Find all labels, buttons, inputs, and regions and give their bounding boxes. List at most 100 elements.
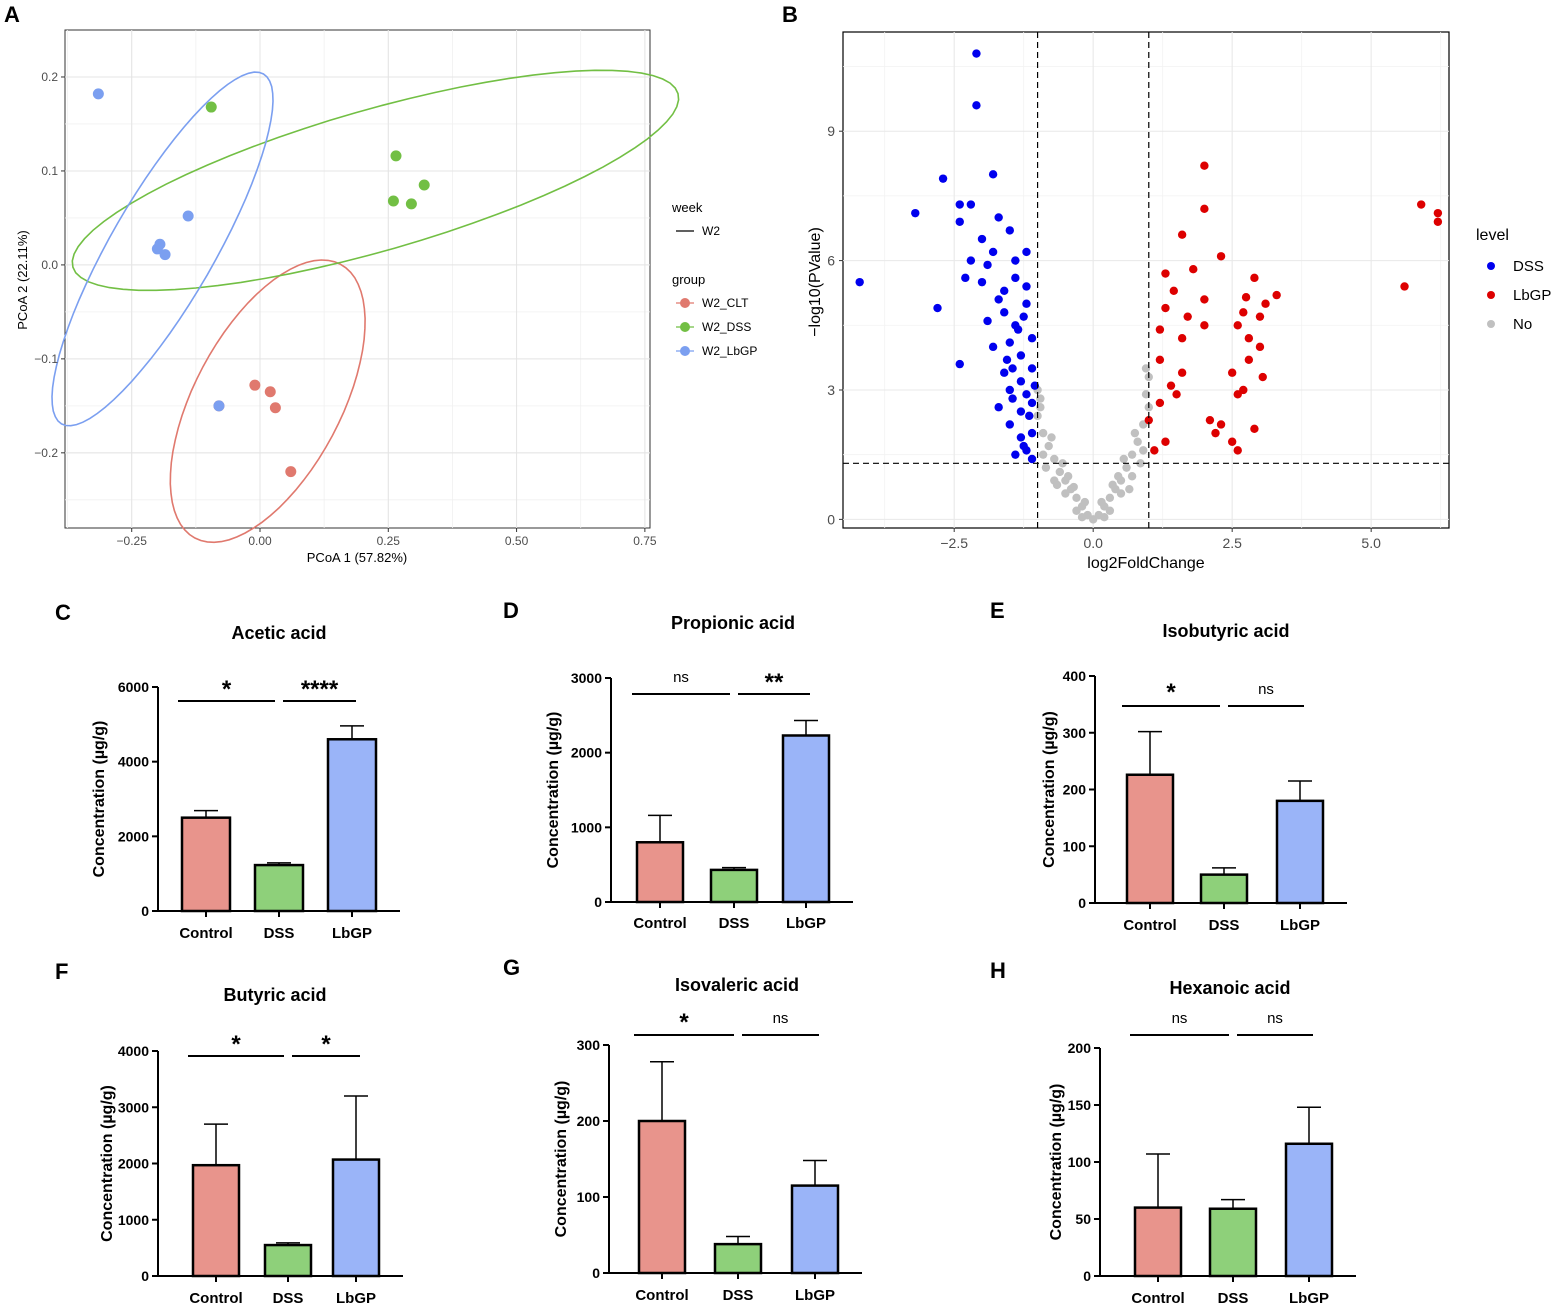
volcano-point-dss xyxy=(988,170,998,179)
bar-control xyxy=(637,1119,687,1275)
volcano-point-no xyxy=(1072,506,1081,515)
legend-group-label: W2_DSS xyxy=(702,320,751,334)
volcano-plot-frame xyxy=(842,31,1450,529)
volcano-point-dss xyxy=(955,217,964,226)
volcano-point-no xyxy=(1105,506,1115,515)
volcano-point-no xyxy=(1052,480,1062,490)
panel-letter-e: E xyxy=(990,598,1005,623)
bar-chart-title: Isobutyric acid xyxy=(1162,621,1289,641)
bar-panel-f: F Butyric acid 0 1000 2000 3000 4000 Concentrat… xyxy=(55,959,403,1307)
pcoa-points xyxy=(92,88,430,478)
volcano-point-dss xyxy=(1011,256,1020,265)
volcano-point-dss xyxy=(1027,334,1037,343)
volcano-point-lbgp xyxy=(1155,325,1165,334)
volcano-point-dss xyxy=(1016,407,1026,416)
volcano-point-dss xyxy=(911,208,920,218)
volcano-y-tick-label: 9 xyxy=(827,123,835,139)
bar-x-tick-label: LbGP xyxy=(1280,917,1320,934)
volcano-point-lbgp xyxy=(1155,398,1165,408)
volcano-thresholds xyxy=(843,32,1449,528)
volcano-point-lbgp xyxy=(1250,273,1259,283)
bar-panel-h: H Hexanoic acid 0 50 100 150 200 Concentration … xyxy=(990,958,1356,1307)
bar-panel-d: D Propionic acid 0 1000 2000 3000 Concentratio… xyxy=(503,598,853,932)
bar-y-axis-label: Concentration (µg/g) xyxy=(91,721,108,878)
bar-x-tick-label: Control xyxy=(189,1290,242,1307)
volcano-x-tick-label: −2.5 xyxy=(940,535,968,551)
volcano-point-dss xyxy=(994,295,1003,304)
legend-level-title: level xyxy=(1476,227,1509,244)
volcano-point-lbgp xyxy=(1244,355,1254,364)
bar-x-tick-label: LbGP xyxy=(1289,1290,1329,1307)
volcano-point-dss xyxy=(972,49,981,58)
volcano-point-dss xyxy=(977,277,987,287)
bar-chart-title: Hexanoic acid xyxy=(1169,978,1290,998)
volcano-point-dss xyxy=(1011,273,1020,283)
volcano-point-lbgp xyxy=(1417,200,1426,209)
bar-y-tick-label: 0 xyxy=(1078,895,1086,911)
bar-y-tick-label: 3000 xyxy=(571,670,602,686)
volcano-point-no xyxy=(1127,472,1137,481)
volcano-point-dss xyxy=(1000,368,1009,377)
legend-level-items: DSS LbGP No xyxy=(1487,258,1551,333)
pcoa-y-tick-label: −0.1 xyxy=(34,352,58,366)
significance-label: ns xyxy=(1267,1010,1283,1027)
bar-y-tick-label: 400 xyxy=(1063,668,1087,684)
volcano-point-lbgp xyxy=(1433,217,1443,226)
pcoa-x-tick-label: 0.00 xyxy=(248,534,272,548)
bar-dss xyxy=(1199,873,1249,905)
significance-label: * xyxy=(1166,679,1176,706)
volcano-point-no xyxy=(1114,472,1123,481)
bar-x-tick-label: DSS xyxy=(723,1287,754,1304)
volcano-point-no xyxy=(1100,513,1109,522)
volcano-point-dss xyxy=(994,213,1003,222)
volcano-point-dss xyxy=(1022,282,1031,291)
bar-y-axis-label: Concentration (µg/g) xyxy=(545,712,562,869)
volcano-point-lbgp xyxy=(1211,428,1220,438)
volcano-point-lbgp xyxy=(1216,420,1226,429)
volcano-point-lbgp xyxy=(1258,372,1267,382)
legend-group-items: W2_CLT W2_DSS W2_LbGP xyxy=(676,296,757,358)
volcano-point-lbgp xyxy=(1172,390,1181,399)
bar-x-tick-label: LbGP xyxy=(795,1287,835,1304)
volcano-point-lbgp xyxy=(1261,299,1270,308)
volcano-point-no xyxy=(1141,390,1151,399)
volcano-point-dss xyxy=(1025,411,1034,421)
volcano-point-no xyxy=(1130,428,1140,438)
volcano-point-no xyxy=(1044,441,1053,451)
pcoa-ellipse-w2_dss xyxy=(71,69,680,292)
volcano-point-dss xyxy=(938,174,948,183)
bar-control xyxy=(191,1163,241,1278)
volcano-point-no xyxy=(1080,497,1090,507)
panel-letter-c: C xyxy=(55,600,71,625)
volcano-point-dss xyxy=(1027,428,1037,438)
volcano-x-tick-label: 0.0 xyxy=(1083,535,1103,551)
pcoa-point-w2_clt xyxy=(249,379,261,391)
pcoa-point-w2_dss xyxy=(205,101,217,113)
legend-group-title: group xyxy=(672,272,705,287)
volcano-point-dss xyxy=(1013,325,1023,334)
legend-level-label: LbGP xyxy=(1513,287,1551,304)
volcano-point-no xyxy=(1141,364,1151,373)
pcoa-ellipse-w2_lbgp xyxy=(51,71,274,427)
volcano-point-dss xyxy=(1011,450,1020,459)
volcano-point-no xyxy=(1136,459,1145,468)
bar-y-tick-label: 4000 xyxy=(118,754,149,770)
pcoa-y-tick-label: −0.2 xyxy=(34,446,58,460)
volcano-point-no xyxy=(1047,433,1056,442)
volcano-point-lbgp xyxy=(1161,269,1170,278)
pcoa-point-w2_dss xyxy=(390,150,402,162)
volcano-point-dss xyxy=(855,277,864,287)
bar-x-tick-label: Control xyxy=(179,925,232,942)
panel-letter-h: H xyxy=(990,958,1006,983)
volcano-point-dss xyxy=(1030,381,1040,390)
volcano-point-lbgp xyxy=(1255,312,1265,321)
volcano-point-lbgp xyxy=(1200,204,1209,214)
bar-x-tick-label: Control xyxy=(1131,1290,1184,1307)
volcano-point-dss xyxy=(983,316,992,326)
bar-y-tick-label: 300 xyxy=(1063,725,1087,741)
volcano-point-lbgp xyxy=(1161,303,1170,313)
pcoa-ellipses xyxy=(51,69,680,544)
panel-b-volcano: B −2.5 0.0 2.5 5.0 0 3 6 9 log2FoldChange −log1… xyxy=(782,2,1551,572)
volcano-point-dss xyxy=(994,403,1003,412)
volcano-legend: level DSS LbGP No xyxy=(1476,227,1551,333)
